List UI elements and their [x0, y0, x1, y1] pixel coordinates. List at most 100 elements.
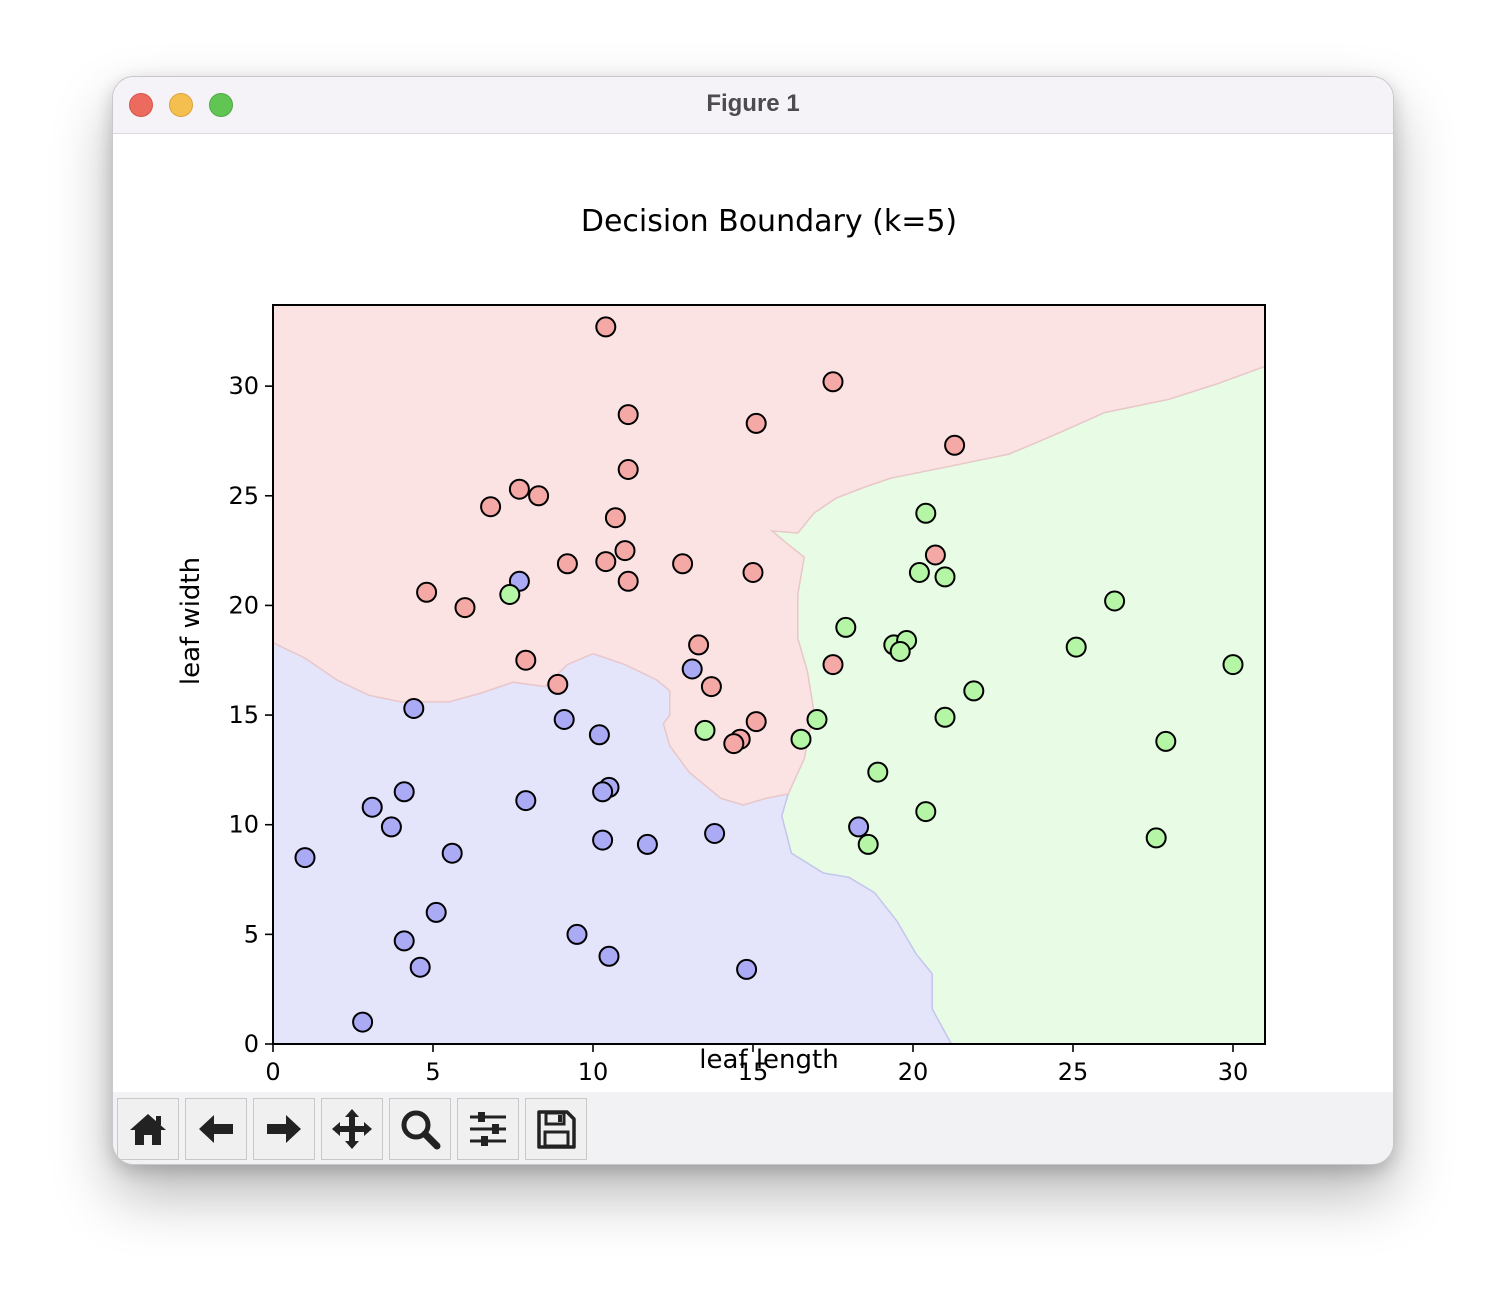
arrow-left-icon [199, 1115, 233, 1143]
data-point [617, 459, 639, 480]
navigation-toolbar [113, 1092, 1393, 1164]
data-point [636, 833, 658, 855]
x-axis-label: leaf length [699, 1045, 838, 1075]
data-point [694, 719, 716, 741]
figure-window: Figure 1 0 5 10 15 20 25 30 0 5 10 15 20 25 30 Decis… [112, 76, 1394, 1165]
data-point [745, 412, 767, 434]
move-icon [332, 1109, 372, 1149]
data-point [736, 958, 758, 980]
decision-boundary-chart: 0 5 10 15 20 25 30 0 5 10 15 20 25 30 Decision Bound… [176, 204, 1266, 1086]
data-point [409, 956, 431, 978]
data-point [480, 496, 502, 518]
window-title: Figure 1 [706, 90, 800, 117]
magnifier-icon [401, 1110, 441, 1150]
data-point [745, 711, 767, 733]
minimize-window-button[interactable] [169, 93, 193, 117]
data-point [934, 706, 956, 728]
data-point [1104, 590, 1126, 612]
x-tick-label: 10 [578, 1058, 609, 1086]
data-point [393, 930, 415, 952]
data-point [380, 816, 402, 838]
configure-subplots-button[interactable] [457, 1098, 519, 1160]
axes-frame [272, 304, 1266, 1045]
data-point [806, 709, 828, 730]
data-point [835, 616, 857, 638]
data-point [595, 316, 617, 338]
data-point [848, 816, 870, 838]
zoom-button[interactable] [389, 1098, 451, 1160]
data-point [857, 833, 879, 855]
data-point [598, 945, 620, 967]
data-point [515, 790, 537, 812]
maximize-window-button[interactable] [209, 93, 233, 117]
arrow-right-icon [267, 1115, 301, 1143]
region-red [273, 305, 1265, 805]
y-tick-label: 15 [228, 701, 259, 729]
y-tick-label: 20 [228, 591, 259, 619]
data-point [723, 733, 745, 755]
data-point [499, 584, 521, 605]
data-point [790, 728, 812, 750]
data-point [508, 478, 530, 500]
floppy-disk-icon [537, 1110, 576, 1149]
data-point [441, 842, 463, 864]
data-point [915, 801, 937, 823]
data-point [908, 562, 930, 583]
save-button[interactable] [525, 1098, 587, 1160]
home-icon [130, 1114, 166, 1145]
data-point [889, 641, 911, 662]
data-point [515, 649, 537, 671]
data-point [963, 680, 985, 702]
data-point [595, 551, 617, 573]
home-button[interactable] [117, 1098, 179, 1160]
y-tick-label: 5 [244, 920, 259, 948]
data-point [617, 570, 639, 592]
data-point [528, 485, 550, 507]
data-point [867, 761, 889, 783]
data-point [566, 923, 588, 945]
data-point [934, 566, 956, 588]
title-bar: Figure 1 [113, 77, 1393, 134]
data-point [361, 796, 383, 818]
data-point [588, 724, 610, 746]
data-point [294, 847, 316, 869]
data-point [454, 597, 476, 619]
data-point [547, 673, 569, 695]
data-point [592, 781, 614, 803]
y-axis-label: leaf width [176, 557, 206, 685]
x-tick-label: 0 [265, 1058, 280, 1086]
chart-title: Decision Boundary (k=5) [581, 204, 957, 239]
data-point [704, 823, 726, 844]
x-tick-label: 25 [1058, 1058, 1089, 1086]
data-point [1155, 730, 1177, 752]
close-window-button[interactable] [129, 93, 153, 117]
data-point [352, 1011, 374, 1033]
figure-canvas[interactable]: 0 5 10 15 20 25 30 0 5 10 15 20 25 30 Decision Bound… [113, 134, 1393, 1092]
data-point [617, 404, 639, 426]
data-point [556, 553, 578, 575]
data-point [403, 698, 425, 719]
y-tick-label: 25 [228, 482, 259, 510]
data-point [822, 371, 844, 393]
back-button[interactable] [185, 1098, 247, 1160]
data-point [672, 553, 694, 575]
data-point [553, 709, 575, 730]
y-tick-label: 30 [228, 372, 259, 400]
data-point [1145, 827, 1167, 849]
data-point [425, 901, 447, 923]
y-tick-label: 0 [244, 1030, 259, 1058]
data-point [416, 581, 438, 603]
x-tick-label: 20 [898, 1058, 929, 1086]
data-point [681, 658, 703, 680]
data-point [604, 507, 626, 529]
data-point [614, 540, 636, 562]
data-point [700, 676, 722, 698]
x-tick-label: 5 [425, 1058, 440, 1086]
data-point [944, 434, 966, 456]
forward-button[interactable] [253, 1098, 315, 1160]
data-point [742, 562, 764, 583]
y-tick-label: 10 [228, 811, 259, 839]
pan-button[interactable] [321, 1098, 383, 1160]
data-point [1065, 636, 1087, 658]
x-tick-label: 15 [738, 1058, 769, 1086]
